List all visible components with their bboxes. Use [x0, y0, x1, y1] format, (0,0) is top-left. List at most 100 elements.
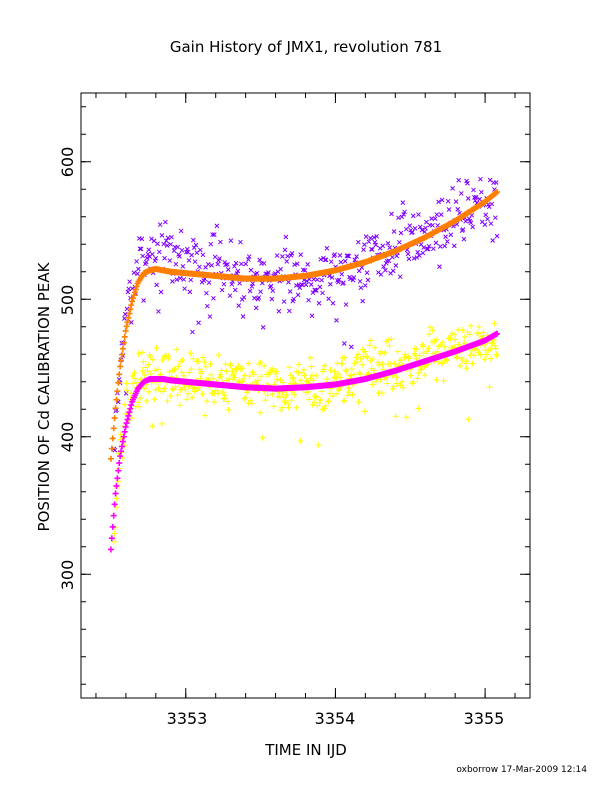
data-point-x	[348, 344, 354, 350]
data-point-x	[488, 221, 494, 226]
data-point-x	[286, 279, 291, 285]
data-point-plus	[220, 395, 227, 402]
data-point-plus	[118, 443, 125, 450]
data-point-plus	[346, 389, 353, 396]
data-point-plus	[257, 359, 264, 366]
data-point-plus	[322, 402, 329, 409]
data-point-plus	[215, 352, 222, 359]
data-point-x	[289, 251, 295, 256]
data-point-plus	[491, 320, 498, 327]
data-point-x	[174, 277, 180, 282]
data-point-x	[276, 308, 282, 314]
data-point-x	[178, 228, 184, 234]
data-point-x	[225, 262, 230, 267]
data-point-x	[163, 238, 169, 244]
data-point-x	[323, 257, 329, 263]
data-point-plus	[130, 295, 137, 302]
data-point-x	[153, 255, 159, 261]
data-point-plus	[128, 414, 135, 421]
data-point-plus	[426, 324, 433, 331]
data-point-plus	[112, 405, 119, 412]
data-point-plus	[348, 372, 355, 379]
data-point-x	[493, 180, 499, 185]
y-tick-label-300: 300	[58, 560, 77, 591]
fit-series-0	[107, 189, 501, 462]
data-point-x	[134, 259, 139, 264]
data-point-plus	[295, 361, 302, 368]
data-point-plus	[313, 372, 320, 379]
data-point-plus	[153, 345, 160, 352]
data-point-x	[274, 253, 280, 258]
data-point-x	[168, 241, 174, 247]
data-point-x	[362, 283, 368, 288]
data-point-plus	[189, 394, 196, 401]
data-point-x	[366, 239, 372, 245]
data-point-plus	[107, 546, 114, 553]
data-point-plus	[125, 412, 132, 419]
data-point-plus	[230, 371, 237, 378]
data-point-plus	[191, 388, 198, 395]
data-point-x	[155, 241, 160, 247]
data-point-plus	[355, 398, 362, 405]
data-point-x	[350, 277, 356, 283]
data-point-plus	[158, 420, 165, 427]
data-point-plus	[129, 298, 136, 305]
data-point-plus	[350, 371, 357, 378]
data-point-plus	[440, 377, 447, 384]
data-point-x	[207, 314, 213, 319]
data-point-x	[204, 290, 209, 296]
data-point-plus	[199, 390, 206, 397]
data-point-plus	[221, 392, 228, 399]
data-point-x	[215, 261, 221, 267]
data-point-plus	[354, 351, 361, 358]
data-point-plus	[461, 339, 468, 346]
data-point-x	[189, 252, 194, 258]
data-point-plus	[174, 391, 181, 398]
data-point-plus	[122, 327, 129, 334]
data-point-x	[383, 267, 388, 273]
data-point-plus	[325, 398, 332, 405]
data-point-x	[434, 212, 440, 217]
data-point-plus	[141, 385, 148, 392]
data-point-x	[143, 259, 149, 265]
data-point-x	[287, 289, 293, 294]
data-point-plus	[317, 397, 324, 404]
data-point-plus	[175, 363, 182, 370]
data-point-plus	[277, 376, 284, 383]
data-point-plus	[202, 363, 209, 370]
data-point-x	[169, 234, 174, 240]
data-point-plus	[248, 400, 255, 407]
data-point-plus	[494, 330, 501, 337]
data-point-plus	[242, 394, 249, 401]
data-point-plus	[480, 329, 487, 336]
data-point-plus	[318, 388, 325, 395]
data-point-plus	[311, 399, 318, 406]
data-point-plus	[425, 345, 432, 352]
data-point-plus	[378, 348, 385, 355]
data-point-x	[346, 253, 352, 259]
data-point-x	[175, 244, 180, 250]
data-point-x	[411, 256, 417, 261]
data-point-plus	[459, 357, 466, 364]
data-point-plus	[394, 348, 401, 355]
data-point-x	[171, 248, 177, 253]
data-point-plus	[171, 366, 178, 373]
data-point-x	[357, 278, 363, 284]
data-point-x	[282, 247, 288, 253]
data-point-plus	[117, 431, 124, 438]
data-point-x	[269, 296, 275, 302]
data-point-plus	[405, 355, 412, 362]
data-point-x	[259, 280, 265, 286]
data-point-plus	[288, 397, 295, 404]
data-point-x	[212, 254, 218, 260]
data-point-x	[233, 260, 239, 266]
data-point-x	[432, 216, 438, 221]
data-point-x	[154, 282, 160, 288]
data-point-x	[302, 267, 308, 273]
data-point-x	[326, 296, 331, 302]
data-point-plus	[173, 346, 180, 353]
data-point-plus	[308, 363, 315, 370]
data-point-x	[257, 257, 263, 263]
data-point-plus	[289, 375, 296, 382]
